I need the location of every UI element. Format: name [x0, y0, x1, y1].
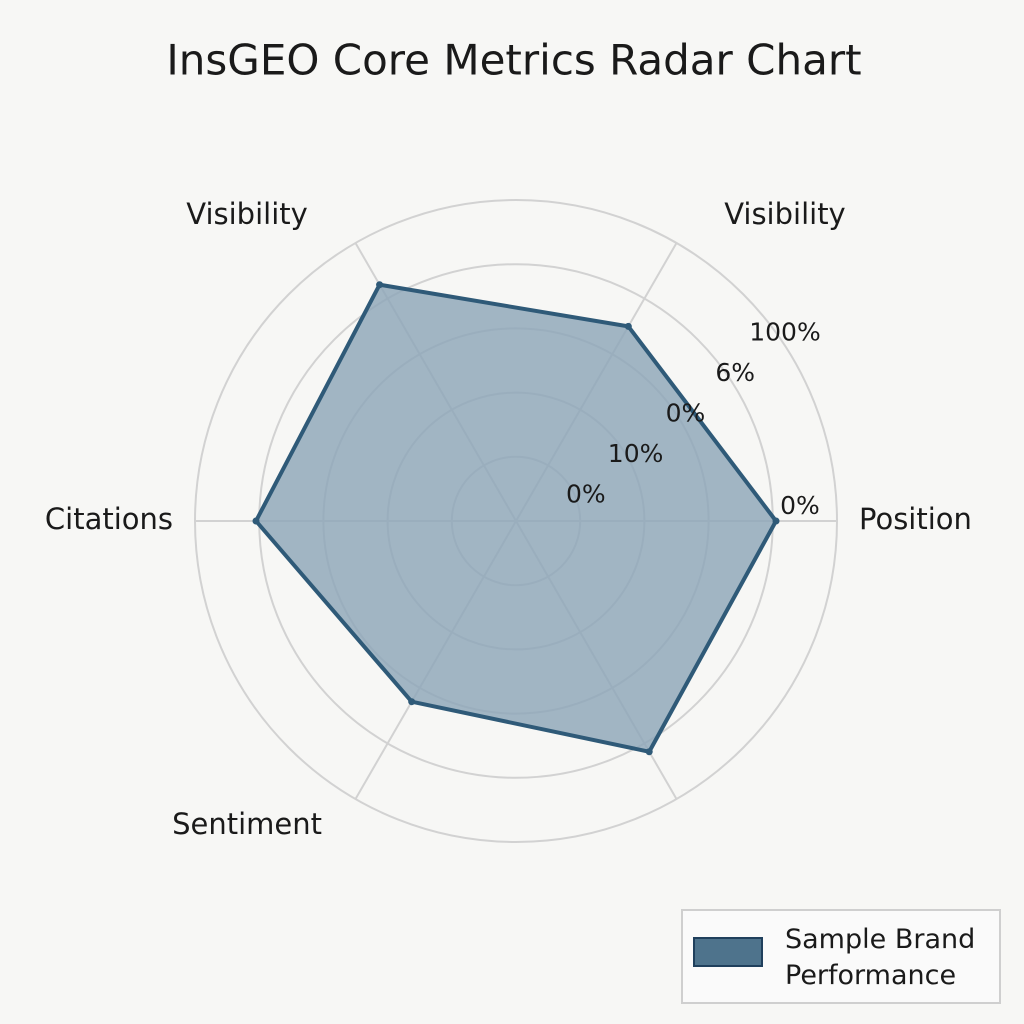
- category-label: Visibility: [724, 197, 846, 231]
- chart-title: InsGEO Core Metrics Radar Chart: [166, 36, 861, 85]
- radar-vertex: [772, 517, 780, 525]
- radar-vertex: [408, 698, 416, 706]
- radar-vertex: [645, 748, 653, 756]
- r-tick-label: 10%: [608, 439, 664, 468]
- r-tick-label: 100%: [749, 317, 820, 346]
- legend-label: Sample Brand Performance: [785, 924, 975, 991]
- labels: Position Visibility Visibility Citations Sen…: [45, 197, 972, 841]
- legend: Sample Brand Performance: [681, 909, 1001, 1004]
- r-tick-label: 0%: [566, 479, 606, 508]
- annotation: 0%: [780, 491, 820, 520]
- plot-area: [252, 281, 780, 756]
- radar-vertex: [252, 517, 260, 525]
- r-tick-label: 0%: [666, 398, 706, 427]
- category-label: Position: [859, 502, 972, 536]
- legend-swatch: [693, 937, 763, 967]
- radar-vertex: [376, 281, 384, 289]
- category-label: Citations: [45, 502, 173, 536]
- category-label: Visibility: [186, 197, 308, 231]
- category-label: Sentiment: [172, 807, 322, 841]
- radar-vertex: [624, 322, 632, 330]
- r-tick-label: 6%: [715, 358, 755, 387]
